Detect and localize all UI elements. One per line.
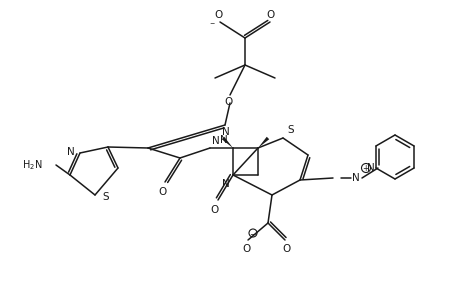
Text: O: O (242, 244, 251, 254)
Text: $+$: $+$ (361, 163, 369, 173)
Text: N: N (212, 136, 219, 146)
Text: O: O (266, 10, 274, 20)
Text: O: O (224, 97, 233, 107)
Text: N: N (222, 179, 230, 189)
Text: O: O (214, 10, 223, 20)
Text: N: N (67, 147, 75, 157)
Text: O: O (158, 187, 167, 197)
Text: N: N (220, 135, 228, 145)
Text: O: O (282, 244, 291, 254)
Text: N: N (351, 173, 359, 183)
Text: N: N (366, 163, 374, 173)
Text: S: S (102, 192, 108, 202)
Text: S: S (286, 125, 293, 135)
Text: N: N (222, 127, 230, 137)
Text: O: O (210, 205, 218, 215)
Text: $-$: $-$ (249, 229, 256, 238)
Polygon shape (257, 137, 269, 148)
Text: $^{-}$: $^{-}$ (208, 20, 215, 28)
Text: H$_2$N: H$_2$N (22, 158, 42, 172)
Polygon shape (221, 137, 233, 148)
